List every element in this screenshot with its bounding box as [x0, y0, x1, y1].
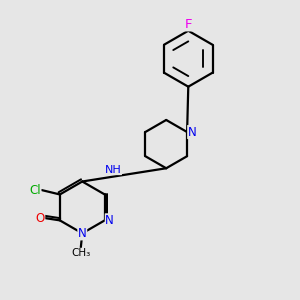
Text: N: N — [188, 125, 197, 139]
Text: CH₃: CH₃ — [71, 248, 90, 258]
Text: F: F — [184, 18, 192, 31]
Text: O: O — [35, 212, 45, 224]
Text: NH: NH — [105, 165, 122, 175]
Text: Cl: Cl — [29, 184, 41, 196]
Text: N: N — [105, 214, 114, 227]
Text: N: N — [78, 227, 87, 240]
